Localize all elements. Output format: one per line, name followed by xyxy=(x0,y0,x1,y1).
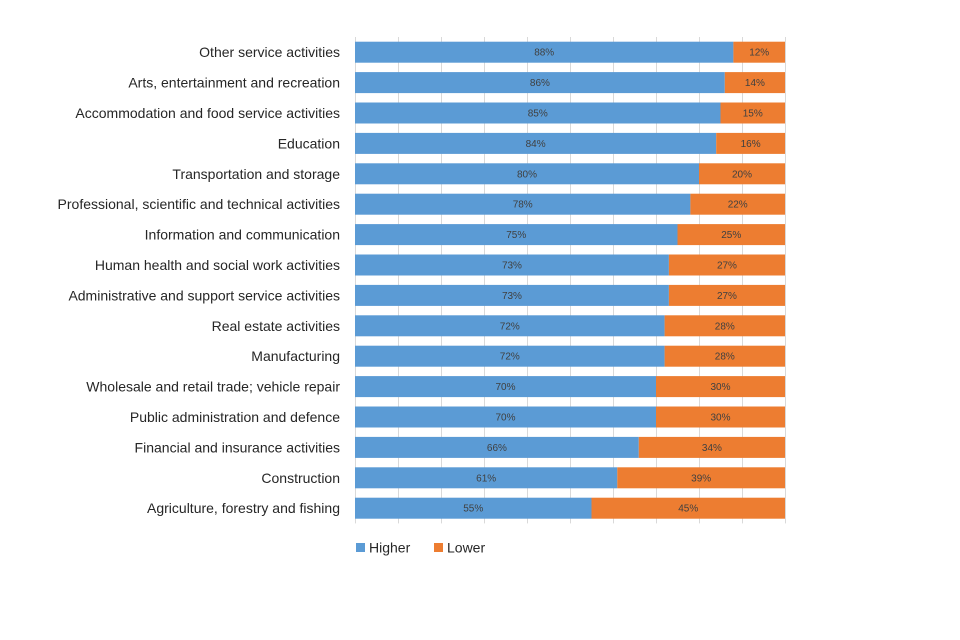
bar-higher xyxy=(355,284,669,306)
legend-label: Lower xyxy=(447,540,485,556)
category-label: Manufacturing xyxy=(251,348,340,364)
data-label: 28% xyxy=(715,321,735,332)
bar-higher xyxy=(355,497,592,519)
bar-higher xyxy=(355,345,665,367)
bar-lower xyxy=(677,224,785,246)
category-label: Financial and insurance activities xyxy=(135,439,340,455)
category-label: Real estate activities xyxy=(212,318,340,334)
bar-lower xyxy=(656,406,785,428)
data-label: 22% xyxy=(728,200,748,211)
bar-higher xyxy=(355,467,618,489)
category-label: Wholesale and retail trade; vehicle repa… xyxy=(86,379,340,395)
data-label: 27% xyxy=(717,291,737,302)
category-label: Administrative and support service activ… xyxy=(68,287,340,303)
bar-lower xyxy=(724,72,785,94)
data-label: 80% xyxy=(517,169,537,180)
data-label: 39% xyxy=(691,473,711,484)
data-label: 34% xyxy=(702,443,722,454)
legend: Higher Lower xyxy=(356,540,485,556)
data-label: 72% xyxy=(500,352,520,363)
category-label: Public administration and defence xyxy=(130,409,340,425)
legend-item-lower: Lower xyxy=(434,540,485,556)
data-label: 88% xyxy=(534,48,554,59)
data-label: 70% xyxy=(495,413,515,424)
data-label: 72% xyxy=(500,321,520,332)
data-label: 30% xyxy=(710,382,730,393)
data-label: 25% xyxy=(721,230,741,241)
category-label: Professional, scientific and technical a… xyxy=(58,196,340,212)
data-label: 75% xyxy=(506,230,526,241)
bar-higher xyxy=(355,132,717,154)
category-label: Arts, entertainment and recreation xyxy=(128,75,340,91)
data-label: 86% xyxy=(530,78,550,89)
bar-higher xyxy=(355,163,699,185)
bar-higher xyxy=(355,436,639,458)
data-label: 70% xyxy=(495,382,515,393)
category-label: Education xyxy=(278,135,340,151)
bar-lower xyxy=(656,376,785,398)
data-label: 12% xyxy=(749,48,769,59)
data-label: 55% xyxy=(463,504,483,515)
bar-lower xyxy=(664,345,785,367)
category-label: Transportation and storage xyxy=(172,166,340,182)
data-label: 61% xyxy=(476,473,496,484)
data-label: 27% xyxy=(717,261,737,272)
bar-lower xyxy=(733,41,785,63)
bar-higher xyxy=(355,102,721,124)
data-label: 20% xyxy=(732,169,752,180)
data-label: 30% xyxy=(710,413,730,424)
data-label: 85% xyxy=(528,109,548,120)
data-label: 66% xyxy=(487,443,507,454)
data-label: 73% xyxy=(502,291,522,302)
bar-higher xyxy=(355,41,734,63)
data-label: 14% xyxy=(745,78,765,89)
bar-higher xyxy=(355,72,725,94)
bar-higher xyxy=(355,193,691,215)
legend-swatch xyxy=(356,543,365,552)
bar-lower xyxy=(664,315,785,337)
bar-higher xyxy=(355,254,669,276)
bar-lower xyxy=(638,436,785,458)
data-label: 16% xyxy=(741,139,761,150)
category-label: Construction xyxy=(261,470,340,486)
legend-item-higher: Higher xyxy=(356,540,411,556)
legend-swatch xyxy=(434,543,443,552)
data-label: 15% xyxy=(743,109,763,120)
data-label: 28% xyxy=(715,352,735,363)
data-label: 73% xyxy=(502,261,522,272)
category-label: Accommodation and food service activitie… xyxy=(75,105,340,121)
data-label: 45% xyxy=(678,504,698,515)
category-label: Other service activities xyxy=(199,44,340,60)
bar-lower xyxy=(591,497,785,519)
category-label: Agriculture, forestry and fishing xyxy=(147,500,340,516)
bar-lower xyxy=(668,284,785,306)
bars xyxy=(355,41,785,519)
bar-lower xyxy=(716,132,785,154)
data-label: 84% xyxy=(526,139,546,150)
category-label: Information and communication xyxy=(145,227,340,243)
bar-lower xyxy=(617,467,785,489)
bar-lower xyxy=(690,193,785,215)
bar-lower xyxy=(668,254,785,276)
category-label: Human health and social work activities xyxy=(95,257,340,273)
bar-lower xyxy=(699,163,785,185)
data-label: 78% xyxy=(513,200,533,211)
bar-higher xyxy=(355,315,665,337)
bar-higher xyxy=(355,224,678,246)
bar-higher xyxy=(355,406,656,428)
bar-lower xyxy=(720,102,785,124)
bar-higher xyxy=(355,376,656,398)
category-labels: Other service activities Arts, entertainm… xyxy=(58,44,341,516)
value-labels: 88% 12% 86% 14% 85% 15% 84% 16% 80% 20% 78% 22% 75% 2… xyxy=(463,48,769,515)
legend-label: Higher xyxy=(369,540,411,556)
